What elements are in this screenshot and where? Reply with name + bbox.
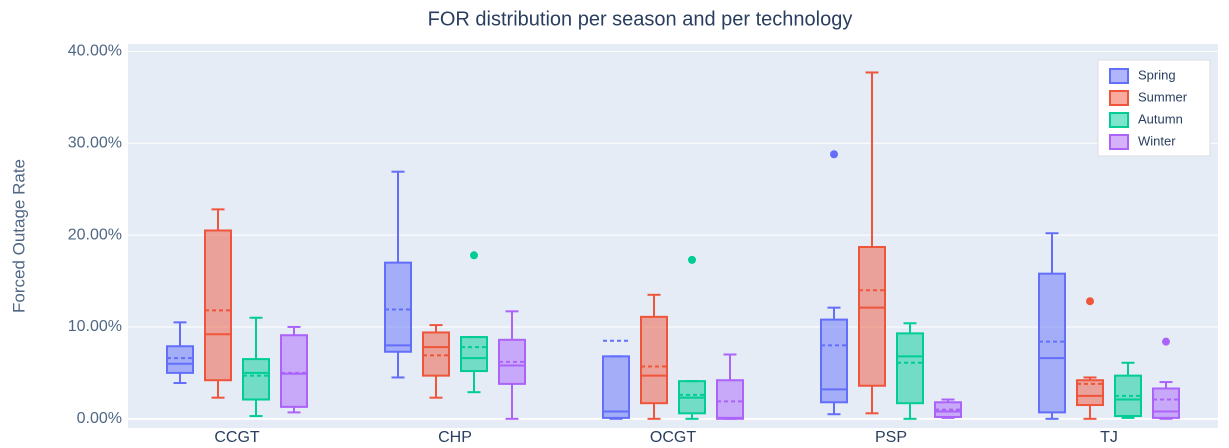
box — [858, 246, 886, 387]
y-tick-label: 20.00% — [68, 226, 122, 243]
box — [1038, 272, 1066, 414]
x-tick-label: TJ — [1100, 429, 1118, 446]
outlier — [688, 255, 696, 264]
chart-title: FOR distribution per season and per tech… — [428, 8, 853, 30]
legend-swatch — [1109, 68, 1129, 84]
box — [640, 315, 668, 405]
x-tick-label: CCGT — [214, 429, 260, 446]
box — [896, 332, 924, 405]
legend-swatch — [1109, 112, 1129, 128]
y-tick-label: 40.00% — [68, 43, 122, 60]
legend-label: Autumn — [1138, 111, 1183, 126]
y-tick-label: 0.00% — [77, 410, 122, 427]
box — [242, 358, 270, 401]
box — [384, 261, 412, 353]
legend-swatch — [1109, 90, 1129, 106]
y-tick-label: 30.00% — [68, 134, 122, 151]
box — [716, 379, 744, 420]
legend-label: Spring — [1138, 67, 1176, 82]
y-tick-label: 10.00% — [68, 318, 122, 335]
outlier — [1086, 297, 1094, 306]
y-axis-title: Forced Outage Rate — [9, 159, 28, 313]
x-tick-label: CHP — [438, 429, 472, 446]
box — [280, 334, 308, 408]
box — [166, 345, 194, 374]
outlier — [1162, 337, 1170, 346]
plot-area — [128, 44, 1218, 428]
x-tick-label: OCGT — [650, 429, 696, 446]
box — [422, 331, 450, 377]
outlier — [830, 150, 838, 159]
box — [460, 336, 488, 373]
legend-label: Summer — [1138, 89, 1188, 104]
box — [1152, 387, 1180, 419]
legend-label: Winter — [1138, 133, 1176, 148]
box — [204, 229, 232, 382]
outlier — [470, 251, 478, 260]
x-tick-label: PSP — [875, 429, 907, 446]
box — [602, 355, 630, 419]
legend-swatch — [1109, 134, 1129, 150]
